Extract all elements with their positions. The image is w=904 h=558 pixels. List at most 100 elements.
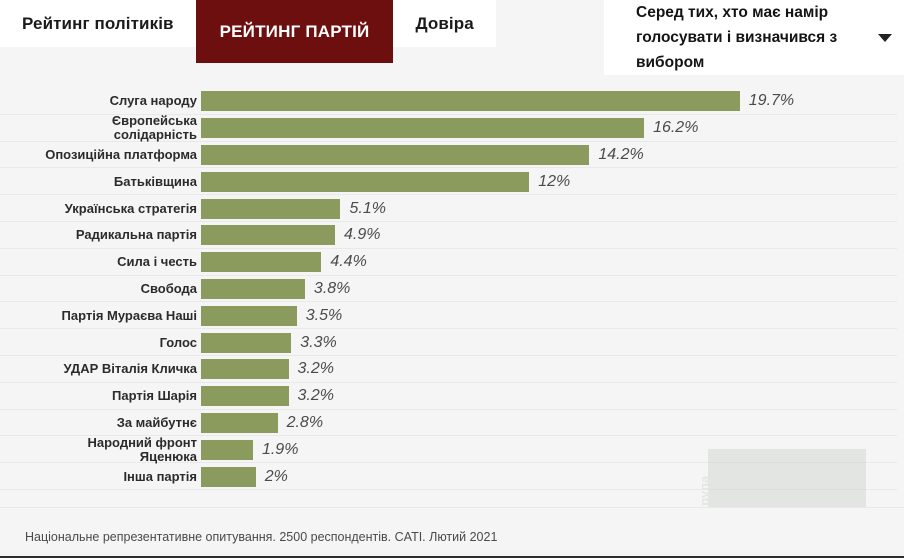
- gridline: [0, 435, 897, 437]
- gridline: [0, 301, 897, 303]
- bar-row: Свобода 3.8%: [0, 276, 904, 303]
- bar-container: 3.5%: [201, 302, 342, 329]
- bar-row: Інша партія 2%: [0, 463, 904, 490]
- bar[interactable]: [201, 118, 645, 139]
- bar[interactable]: [201, 171, 530, 192]
- bar-row: Партія Шарія 3.2%: [0, 383, 904, 410]
- footer-divider: [0, 507, 904, 508]
- bar[interactable]: [201, 252, 322, 273]
- bar-value-label: 19.7%: [748, 92, 795, 110]
- bar-value-label: 14.2%: [598, 145, 644, 163]
- methodology-note: Національне репрезентативне опитування. …: [25, 530, 498, 544]
- bar[interactable]: [201, 466, 256, 487]
- bar[interactable]: [201, 412, 278, 433]
- tab-2[interactable]: Довіра: [393, 0, 496, 47]
- gridline: [0, 408, 897, 410]
- chevron-down-icon[interactable]: [876, 33, 894, 43]
- bar-container: 14.2%: [201, 142, 644, 169]
- bar-value-label: 3.2%: [297, 387, 334, 405]
- bar-row: Слуга народу 19.7%: [0, 88, 904, 115]
- gridline: [0, 140, 897, 142]
- tab-label: Рейтинг політиків: [22, 13, 174, 33]
- gridline: [0, 220, 897, 222]
- bar[interactable]: [201, 144, 590, 165]
- bar[interactable]: [201, 359, 289, 380]
- bar-value-label: 4.9%: [344, 226, 381, 244]
- gridline: [0, 328, 897, 330]
- bar[interactable]: [201, 439, 253, 460]
- gridline: [0, 354, 897, 356]
- bar-container: 2.8%: [201, 410, 323, 437]
- category-label-line: солідарність: [113, 127, 197, 143]
- category-label-line: Голос: [159, 334, 197, 350]
- category-label-line: Партія Мураєва Наші: [61, 307, 197, 323]
- bar-row: За майбутнє 2.8%: [0, 410, 904, 437]
- footer-bottom-rule: [0, 556, 904, 558]
- category-label: Партія Мураєва Наші: [7, 302, 197, 329]
- category-label-line: Сила і честь: [117, 254, 197, 270]
- category-label-line: Слуга народу: [109, 93, 197, 109]
- category-label-line: УДАР Віталія Кличка: [63, 361, 198, 377]
- category-label: Європейська солідарність: [7, 114, 197, 143]
- bar-container: 3.2%: [201, 383, 334, 410]
- bar-container: 4.4%: [201, 249, 367, 276]
- category-label: Слуга народу: [7, 88, 197, 115]
- tab-1-active[interactable]: РЕЙТИНГ ПАРТІЙ: [195, 0, 394, 63]
- bar[interactable]: [201, 278, 305, 299]
- category-label: Партія Шарія: [7, 383, 197, 410]
- bar-value-label: 2.8%: [286, 413, 324, 431]
- bar-value-label: 3.5%: [305, 306, 343, 324]
- category-label: Голос: [7, 329, 197, 356]
- category-label-line: Яценюка: [139, 448, 197, 464]
- bar-row: Народний фронт Яценюка 1.9%: [0, 434, 904, 464]
- gridline: [0, 488, 897, 490]
- bar-container: 12%: [201, 168, 570, 195]
- bar-container: 5.1%: [201, 195, 386, 222]
- category-label-line: Партія Шарія: [112, 388, 197, 404]
- category-label-line: За майбутнє: [116, 414, 197, 430]
- category-label-line: Радикальна партія: [75, 227, 197, 243]
- category-label-line: Батьківщина: [113, 173, 197, 189]
- gridline: [0, 462, 897, 464]
- category-label-line: Інша партія: [123, 468, 197, 484]
- bar-row: Батьківщина 12%: [0, 168, 904, 196]
- bar-container: 3.2%: [201, 356, 334, 383]
- bar-value-label: 3.3%: [300, 333, 337, 351]
- category-label: За майбутнє: [7, 410, 197, 437]
- audience-filter-dropdown[interactable]: Серед тих, хто має намір голосувати і ви…: [604, 0, 904, 75]
- bar-row: Опозиційна платформа 14.2%: [0, 142, 904, 169]
- bar[interactable]: [201, 91, 740, 112]
- gridline: [0, 167, 897, 169]
- category-label-line: Свобода: [140, 280, 197, 296]
- bar[interactable]: [201, 386, 289, 407]
- bar-value-label: 3.2%: [297, 360, 334, 378]
- category-label-line: Народний фронт: [87, 434, 197, 450]
- category-label: Сила і честь: [7, 249, 197, 276]
- tab-0[interactable]: Рейтинг політиків: [0, 0, 196, 47]
- chart-area: Слуга народу 19.7% Європейська солідарність…: [0, 75, 904, 558]
- bar-container: 4.9%: [201, 222, 380, 249]
- bar-container: 3.3%: [201, 329, 337, 356]
- category-label: Інша партія: [7, 463, 197, 490]
- bar-value-label: 2%: [264, 467, 288, 485]
- bar-container: 1.9%: [201, 436, 298, 463]
- bar-row: Європейська солідарність 16.2%: [0, 114, 904, 143]
- bar[interactable]: [201, 332, 292, 353]
- bar[interactable]: [201, 225, 335, 246]
- bar-row: Голос 3.3%: [0, 329, 904, 356]
- gridline: [0, 194, 897, 196]
- gridline: [0, 274, 897, 276]
- bar-container: 3.8%: [201, 276, 350, 303]
- gridline: [0, 113, 897, 115]
- bar[interactable]: [201, 198, 341, 219]
- bar-container: 19.7%: [201, 88, 794, 115]
- category-label-line: Опозиційна платформа: [45, 146, 197, 162]
- tab-label: РЕЙТИНГ ПАРТІЙ: [219, 21, 370, 41]
- gridline: [0, 381, 897, 383]
- bar-value-label: 12%: [538, 172, 571, 190]
- bar[interactable]: [201, 305, 297, 326]
- bar-row: Радикальна партія 4.9%: [0, 222, 904, 249]
- bar-value-label: 3.8%: [313, 279, 351, 297]
- bar-container: 16.2%: [201, 115, 698, 142]
- bar-container: 2%: [201, 463, 288, 490]
